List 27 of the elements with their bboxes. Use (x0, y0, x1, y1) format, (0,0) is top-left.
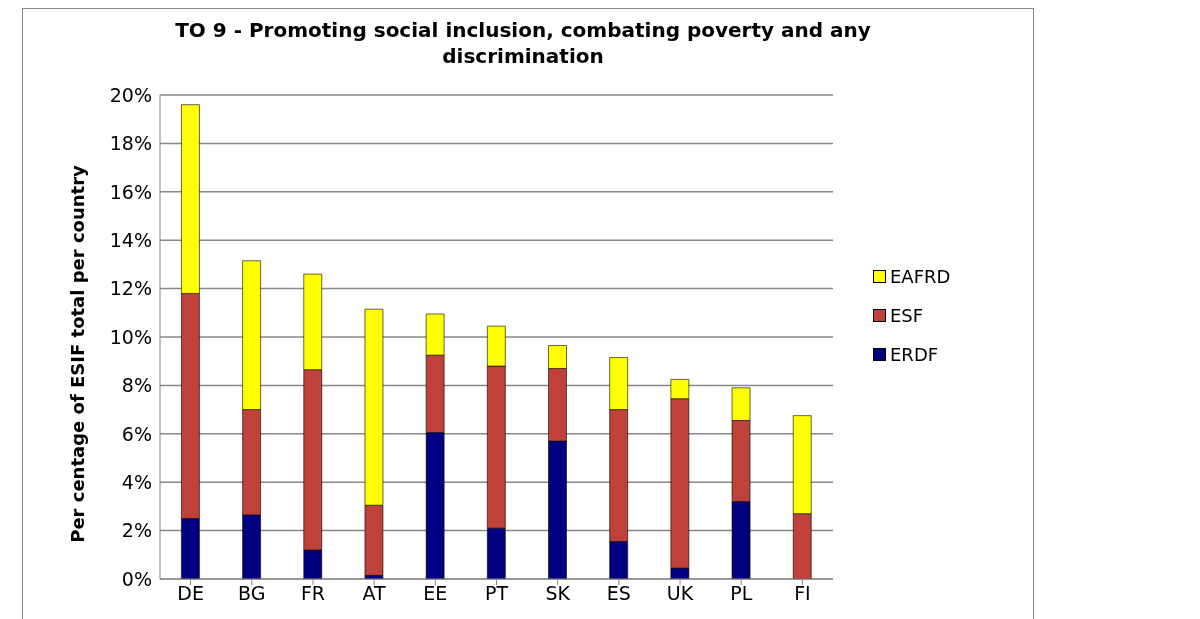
x-tick-label: DE (177, 582, 204, 605)
y-tick-label: 8% (121, 374, 152, 397)
x-tick-label: PL (730, 582, 753, 605)
x-tick-label: SK (545, 582, 571, 605)
y-axis-title: Per centage of ESIF total per country (66, 165, 88, 543)
x-tick-label: FI (794, 582, 811, 605)
y-tick-label: 0% (121, 567, 152, 590)
y-tick-label: 18% (109, 132, 152, 155)
x-tick-label: ES (606, 582, 631, 605)
y-tick-label: 2% (121, 519, 152, 542)
x-tick-label: FR (300, 582, 326, 605)
y-tick-label: 16% (109, 180, 152, 203)
x-tick-label: AT (362, 582, 387, 605)
x-tick-label: BG (238, 582, 266, 605)
y-tick-label: 10% (109, 325, 152, 348)
y-tick-label: 20% (109, 83, 152, 106)
chart-title: TO 9 - Promoting social inclusion, combating poverty and any discrimination (174, 17, 872, 69)
y-tick-label: 6% (121, 422, 152, 445)
legend-label: EAFRD (890, 265, 951, 287)
y-tick-label: 12% (109, 277, 152, 300)
y-tick-label: 14% (109, 228, 152, 251)
y-tick-label: 4% (121, 470, 152, 493)
legend-label: ESF (890, 304, 924, 326)
x-tick-label: EE (423, 582, 448, 605)
x-tick-label: PT (484, 582, 509, 605)
x-tick-label: UK (666, 582, 694, 605)
legend-label: ERDF (890, 343, 939, 365)
